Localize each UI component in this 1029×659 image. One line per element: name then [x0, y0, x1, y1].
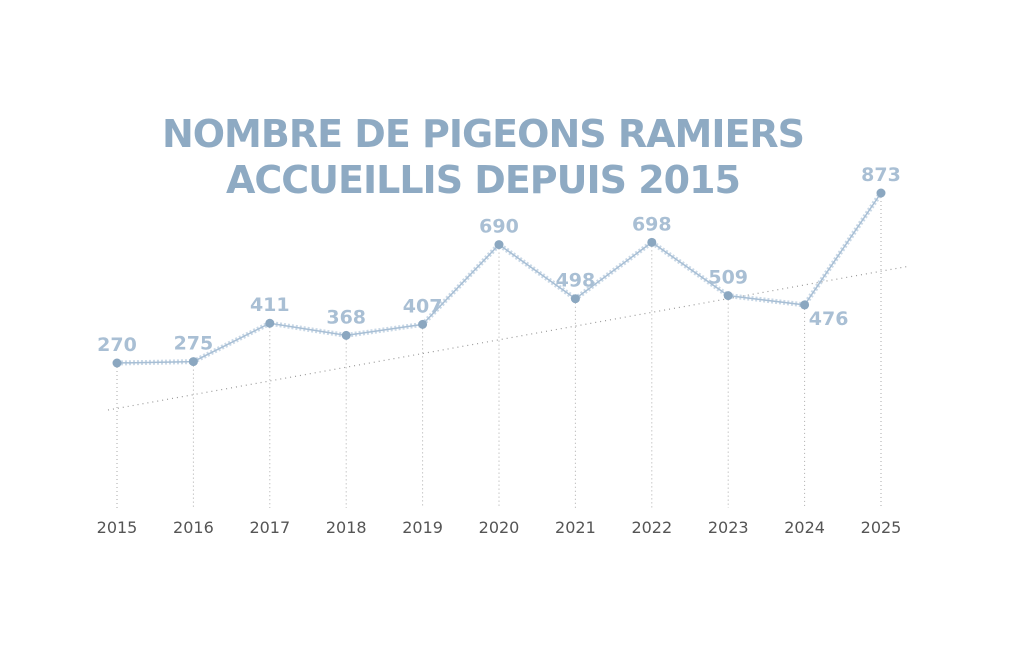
data-point [570, 294, 580, 304]
x-tick-label: 2015 [97, 518, 138, 537]
value-label: 873 [861, 164, 901, 186]
x-tick-label: 2021 [555, 518, 596, 537]
x-tick-label: 2023 [708, 518, 749, 537]
x-tick-label: 2018 [326, 518, 367, 537]
data-point [112, 358, 122, 368]
x-tick-label: 2019 [402, 518, 443, 537]
value-label: 275 [174, 333, 214, 355]
value-label: 411 [250, 294, 290, 316]
value-label: 509 [708, 267, 748, 289]
data-point [723, 291, 733, 301]
value-label: 270 [97, 334, 137, 356]
data-point [876, 188, 886, 198]
x-tick-label: 2020 [479, 518, 520, 537]
data-point [418, 319, 428, 329]
trend-line [107, 265, 911, 411]
data-point [188, 357, 198, 367]
value-label: 476 [809, 308, 849, 330]
data-point [341, 330, 351, 340]
value-label: 407 [403, 295, 443, 317]
chart-title: ACCUEILLIS DEPUIS 2015 [226, 158, 740, 202]
data-point [647, 237, 657, 247]
value-label: 368 [326, 306, 366, 328]
data-point [265, 318, 275, 328]
value-label: 690 [479, 216, 519, 238]
chart-title: NOMBRE DE PIGEONS RAMIERS [162, 112, 804, 156]
x-tick-label: 2025 [861, 518, 902, 537]
data-point [800, 300, 810, 310]
x-tick-label: 2022 [631, 518, 672, 537]
x-tick-label: 2017 [249, 518, 290, 537]
x-tick-label: 2016 [173, 518, 214, 537]
value-label: 498 [556, 270, 596, 292]
x-tick-label: 2024 [784, 518, 825, 537]
value-label: 698 [632, 213, 672, 235]
data-point [494, 240, 504, 250]
